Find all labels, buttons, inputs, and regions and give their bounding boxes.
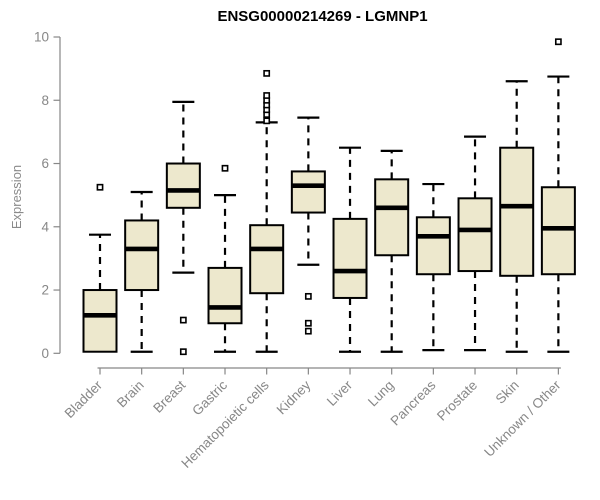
x-tick-label-kidney: Kidney: [274, 377, 314, 417]
x-tick-label-pancreas: Pancreas: [388, 377, 439, 428]
outlier-point: [554, 38, 562, 46]
x-tick-label-prostate: Prostate: [434, 378, 480, 424]
outlier-point: [304, 327, 312, 335]
x-tick-label-unknown-other: Unknown / Other: [481, 377, 564, 460]
iqr-box: [540, 186, 576, 276]
iqr-box: [82, 289, 118, 353]
x-tick-label-breast: Breast: [150, 377, 188, 415]
outlier-point: [179, 348, 187, 356]
outlier-point: [304, 319, 312, 327]
boxplot-breast: [165, 100, 201, 356]
iqr-box: [249, 224, 285, 295]
y-tick-label: 0: [41, 346, 49, 361]
y-tick-label: 4: [41, 219, 49, 234]
boxplot-gastric: [207, 164, 243, 353]
boxplot-hematopoietic-cells: [249, 69, 285, 353]
iqr-box: [457, 197, 493, 273]
iqr-box: [165, 162, 201, 209]
y-tick-label: 10: [34, 30, 49, 45]
outlier-point: [263, 69, 271, 77]
boxplot-unknown-other: [540, 38, 576, 353]
y-axis: 0 2 4 6 8 10: [34, 30, 61, 361]
boxplot-lung: [374, 149, 410, 353]
y-tick-label: 6: [41, 156, 49, 171]
iqr-box: [207, 266, 243, 325]
boxplot-brain: [124, 190, 160, 353]
boxplot-prostate: [457, 135, 493, 352]
iqr-box: [124, 219, 160, 292]
y-tick-label: 8: [41, 93, 49, 108]
boxplot-skin: [499, 80, 535, 353]
x-tick-label-liver: Liver: [324, 377, 356, 409]
boxplot-pancreas: [415, 182, 451, 352]
iqr-box: [374, 178, 410, 257]
y-tick-label: 2: [41, 283, 49, 298]
boxplot-kidney: [290, 116, 326, 335]
x-tick-label-brain: Brain: [114, 378, 147, 411]
iqr-box: [290, 170, 326, 214]
outlier-point: [304, 292, 312, 300]
iqr-box: [499, 146, 535, 277]
iqr-box: [415, 216, 451, 276]
boxplot-liver: [332, 146, 368, 353]
x-tick-label-skin: Skin: [493, 378, 522, 407]
outlier-point: [221, 164, 229, 172]
chart-title: ENSG00000214269 - LGMNP1: [217, 8, 428, 25]
x-tick-label-bladder: Bladder: [62, 377, 106, 421]
outlier-point: [179, 316, 187, 324]
x-tick-label-gastric: Gastric: [189, 377, 230, 418]
outlier-point: [96, 183, 104, 191]
x-tick-label-lung: Lung: [365, 378, 397, 410]
iqr-box: [332, 217, 368, 299]
outlier-point: [263, 117, 271, 125]
boxplot-bladder: [82, 183, 118, 353]
outlier-point: [263, 92, 271, 99]
